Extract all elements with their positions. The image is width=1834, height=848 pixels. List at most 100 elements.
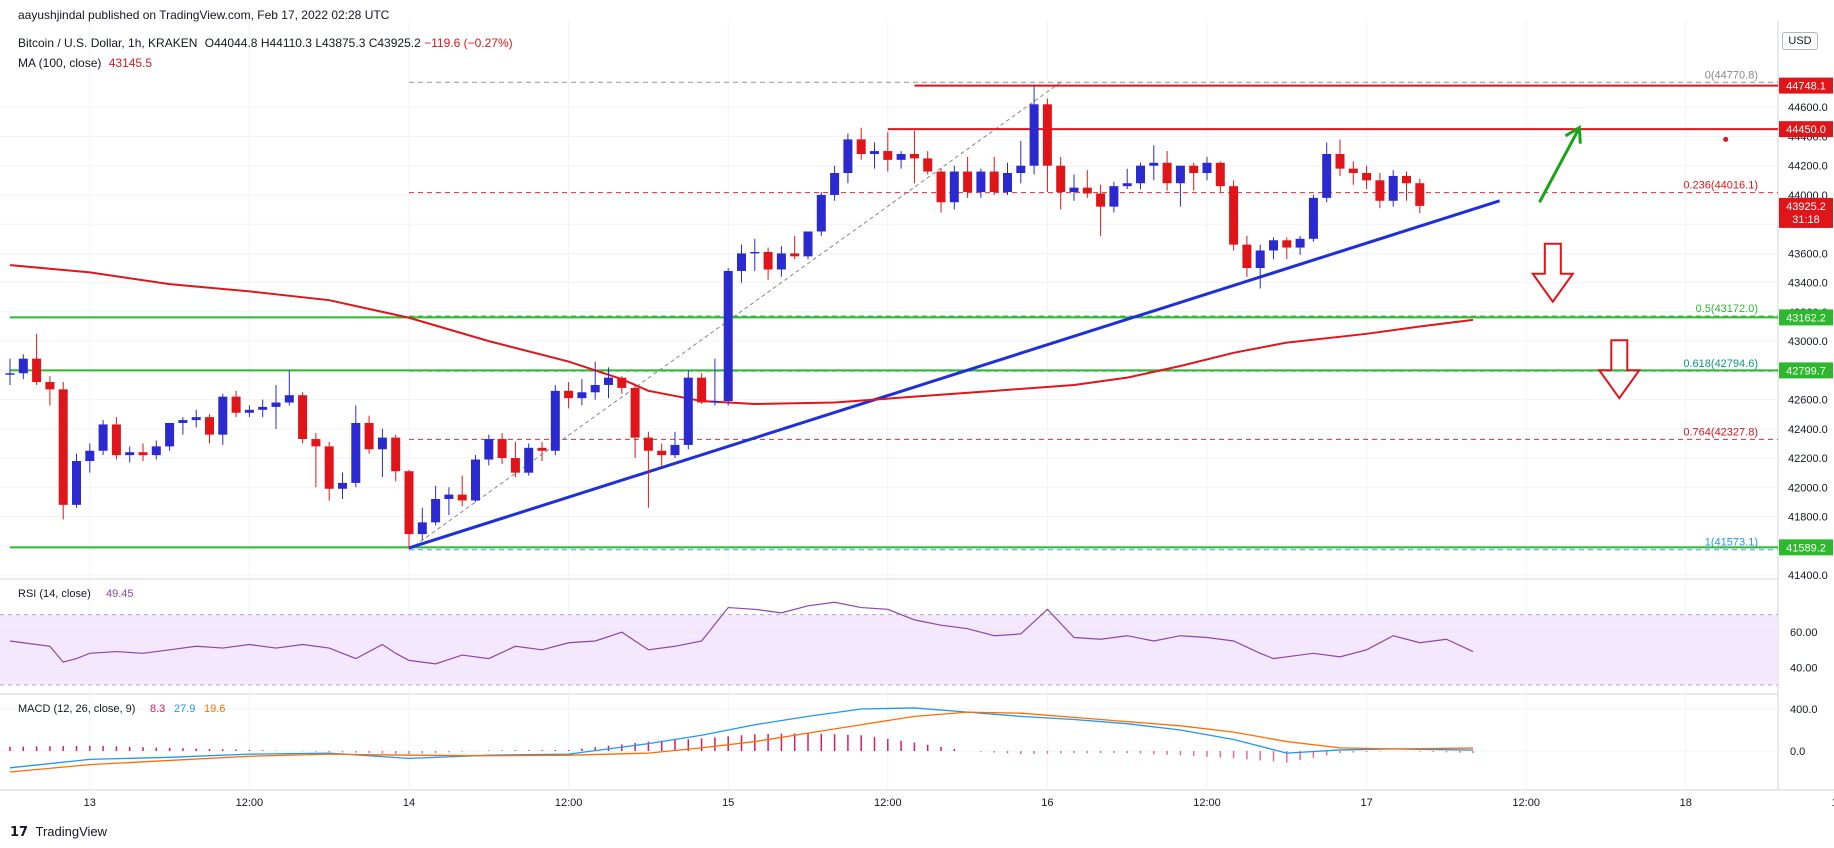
candle-body[interactable]: [883, 151, 893, 160]
candle-body[interactable]: [1335, 154, 1345, 169]
candle-body[interactable]: [32, 358, 42, 383]
bullish-arrow-icon[interactable]: [1538, 126, 1581, 203]
candle-body[interactable]: [1202, 162, 1212, 174]
candle-body[interactable]: [989, 171, 999, 193]
candle-body[interactable]: [1348, 168, 1358, 174]
candle-body[interactable]: [590, 384, 600, 393]
candle-body[interactable]: [98, 424, 108, 451]
candle-body[interactable]: [976, 171, 986, 193]
candle-body[interactable]: [710, 401, 720, 403]
tradingview-brand[interactable]: 𝟭𝟳 TradingView: [10, 824, 107, 840]
candle-body[interactable]: [923, 158, 933, 172]
candle-body[interactable]: [1096, 193, 1106, 207]
bearish-arrow-icon[interactable]: [1530, 242, 1575, 304]
candle-body[interactable]: [643, 437, 653, 451]
candle-body[interactable]: [630, 387, 640, 438]
ma-legend[interactable]: MA (100, close) 43145.5: [18, 56, 152, 70]
candle-body[interactable]: [111, 424, 121, 456]
candle-body[interactable]: [870, 151, 879, 155]
candle-body[interactable]: [45, 382, 55, 390]
candle-body[interactable]: [218, 396, 228, 435]
candle-body[interactable]: [1322, 154, 1332, 198]
candle-body[interactable]: [417, 522, 427, 535]
candle-body[interactable]: [577, 392, 587, 399]
candle-body[interactable]: [1042, 104, 1052, 166]
candle-body[interactable]: [1362, 173, 1372, 181]
candle-body[interactable]: [151, 446, 161, 456]
candle-body[interactable]: [377, 437, 387, 450]
candle-body[interactable]: [391, 437, 401, 472]
candle-body[interactable]: [444, 494, 454, 499]
candle-body[interactable]: [1056, 165, 1066, 193]
candle-body[interactable]: [1003, 173, 1012, 193]
macd-signal-line[interactable]: [9, 711, 1474, 773]
candle-body[interactable]: [1162, 162, 1172, 184]
candle-body[interactable]: [165, 422, 175, 447]
candle-body[interactable]: [1282, 240, 1292, 248]
candle-body[interactable]: [763, 251, 773, 270]
candle-body[interactable]: [1229, 186, 1239, 245]
moving-average-line[interactable]: [9, 264, 1474, 405]
candle-body[interactable]: [604, 377, 613, 385]
candle-body[interactable]: [271, 402, 281, 407]
candle-body[interactable]: [524, 447, 534, 473]
candle-body[interactable]: [843, 139, 853, 174]
candle-body[interactable]: [830, 173, 840, 195]
candle-body[interactable]: [457, 494, 467, 501]
currency-badge[interactable]: USD: [1782, 32, 1818, 50]
candle-body[interactable]: [564, 390, 574, 399]
candle-body[interactable]: [497, 439, 507, 459]
candle-body[interactable]: [58, 389, 68, 505]
candle-body[interactable]: [1029, 104, 1039, 166]
candle-body[interactable]: [1242, 244, 1252, 269]
candle-body[interactable]: [191, 417, 201, 421]
candle-body[interactable]: [311, 439, 321, 447]
candle-body[interactable]: [138, 452, 148, 456]
candle-body[interactable]: [1016, 165, 1026, 174]
candle-body[interactable]: [737, 253, 746, 271]
candle-body[interactable]: [364, 422, 374, 450]
candle-body[interactable]: [750, 251, 760, 254]
candle-body[interactable]: [510, 458, 520, 473]
candle-body[interactable]: [471, 459, 480, 501]
bearish-arrow-icon[interactable]: [1597, 339, 1642, 400]
candle-body[interactable]: [1149, 162, 1159, 166]
rsi-legend[interactable]: RSI (14, close) 49.45: [18, 588, 134, 600]
ascending-trendline[interactable]: [408, 199, 1501, 550]
candle-body[interactable]: [697, 377, 707, 403]
candle-body[interactable]: [1295, 238, 1305, 248]
candle-body[interactable]: [205, 417, 214, 435]
candle-body[interactable]: [1415, 183, 1425, 206]
candle-body[interactable]: [244, 409, 254, 413]
candle-body[interactable]: [550, 390, 560, 451]
candle-body[interactable]: [338, 482, 347, 489]
symbol-legend[interactable]: Bitcoin / U.S. Dollar, 1h, KRAKEN O44044…: [18, 36, 513, 50]
candle-body[interactable]: [1269, 240, 1278, 251]
candle-body[interactable]: [1189, 165, 1199, 174]
candle-body[interactable]: [617, 377, 627, 388]
candle-body[interactable]: [949, 171, 959, 203]
candle-body[interactable]: [5, 373, 15, 375]
candle-body[interactable]: [776, 253, 786, 270]
candle-body[interactable]: [670, 444, 680, 456]
candle-body[interactable]: [657, 450, 667, 456]
candle-body[interactable]: [1122, 183, 1132, 187]
candle-body[interactable]: [1215, 162, 1225, 187]
candle-body[interactable]: [298, 395, 308, 440]
candle-body[interactable]: [85, 450, 95, 461]
candle-body[interactable]: [18, 358, 28, 374]
candle-body[interactable]: [1109, 186, 1119, 207]
candle-body[interactable]: [1069, 187, 1079, 193]
candle-body[interactable]: [723, 270, 733, 402]
candle-body[interactable]: [537, 447, 547, 451]
candle-body[interactable]: [1308, 197, 1318, 239]
candle-body[interactable]: [258, 406, 268, 410]
candle-body[interactable]: [1082, 187, 1092, 194]
candle-body[interactable]: [284, 395, 294, 403]
candle-body[interactable]: [936, 171, 946, 203]
candle-body[interactable]: [790, 253, 800, 257]
candle-body[interactable]: [1136, 165, 1145, 184]
candle-body[interactable]: [125, 452, 135, 456]
candle-body[interactable]: [896, 154, 906, 160]
